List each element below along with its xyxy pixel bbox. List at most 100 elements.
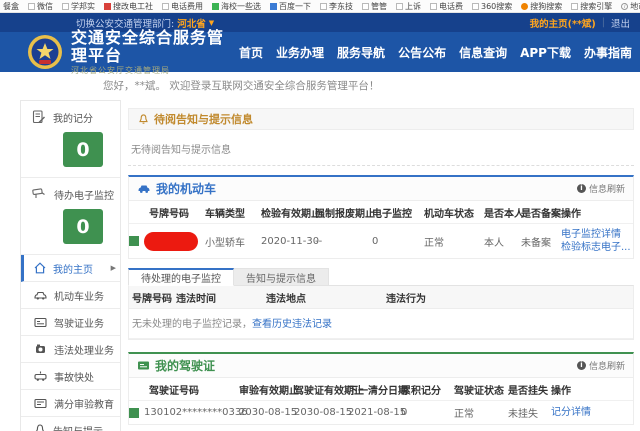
nav-item-announcements[interactable]: 公告公布: [398, 45, 447, 60]
vehicle-violations-table: 号牌号码 违法时间 违法地点 违法行为 无未处理的电子监控记录，查看历史违法记录: [128, 285, 634, 340]
bookmark-item[interactable]: 搜狗搜索: [521, 1, 562, 12]
col-actions: 操作: [561, 209, 581, 220]
col-is-owner: 是否本人: [484, 209, 524, 220]
tab-notices-info[interactable]: 告知与提示信息: [234, 268, 329, 286]
license-info-refresh-button[interactable]: i 信息刷新: [576, 359, 625, 372]
sidebar-item-label: 满分审验教育: [54, 399, 114, 411]
nav-item-service-guide[interactable]: 服务导航: [337, 45, 386, 60]
sidebar-item-vehicle-services[interactable]: 机动车业务: [21, 282, 120, 309]
sidebar-item-accident-quick-handle[interactable]: 事故快处: [21, 363, 120, 390]
bookmark-item[interactable]: 微信: [28, 1, 53, 12]
blue-site-icon: [270, 2, 277, 10]
chevron-down-icon[interactable]: ▼: [208, 18, 215, 27]
e-monitor-cell: 0: [372, 235, 379, 247]
refresh-label: 信息刷新: [588, 362, 625, 372]
col-license-number: 驾驶证号码: [149, 386, 199, 397]
col-e-monitor: 电子监控: [372, 209, 412, 220]
sidebar-item-notices[interactable]: 告知与提示: [21, 417, 120, 431]
col-next-clear-date: 下一清分日期: [348, 386, 408, 397]
sidebar-item-violation-handling[interactable]: 违法处理业务: [21, 336, 120, 363]
inspection-mark-link[interactable]: 检验标志电子...: [561, 242, 631, 253]
inspection-expiry-cell: 2020-11-30: [261, 235, 320, 247]
sidebar-item-my-homepage[interactable]: 我的主页 ▶: [21, 255, 120, 282]
points-cell: 0: [401, 407, 408, 418]
bookmark-item[interactable]: 360搜索: [472, 1, 512, 12]
bookmark-item[interactable]: 搜索引擎: [571, 1, 612, 12]
red-site-icon: [104, 2, 111, 10]
nav-item-info-query[interactable]: 信息查询: [459, 45, 508, 60]
sidebar-item-label: 事故快处: [54, 372, 94, 384]
info-site-icon: i: [621, 2, 629, 10]
pending-monitor-label: 待办电子监控: [54, 191, 114, 202]
bookmark-label: 微信: [37, 1, 53, 11]
bookmark-label: 学邦实: [71, 1, 95, 11]
col-actions: 操作: [551, 386, 571, 397]
my-license-panel: 我的驾驶证 i 信息刷新 驾驶证号码 审验有效期止 驾驶证有效期止 下一清分日: [128, 352, 634, 425]
score-document-icon: [32, 110, 45, 124]
audit-expiry-cell: 2030-08-15: [239, 407, 298, 418]
col-violation-place: 违法地点: [263, 286, 383, 309]
site-title: 交通安全综合服务管理平台: [71, 27, 225, 65]
bookmark-label: 地市市农: [630, 1, 640, 11]
sidebar-item-label: 我的主页: [53, 264, 93, 276]
bookmark-item[interactable]: 电话费: [430, 1, 463, 12]
pending-monitor-value-badge: 0: [63, 209, 103, 244]
surveillance-camera-icon: [32, 188, 45, 198]
scrap-expiry-cell: --: [315, 235, 323, 247]
redacted-plate-number: [144, 231, 198, 251]
vehicle-info-refresh-button[interactable]: i 信息刷新: [576, 182, 625, 195]
bookmark-label: 百度一下: [279, 1, 311, 11]
region-selector[interactable]: 河北省: [177, 18, 206, 30]
col-violation-behavior: 违法行为: [383, 286, 633, 309]
nav-item-home[interactable]: 首页: [239, 45, 264, 60]
nav-item-handling-guide[interactable]: 办事指南: [583, 45, 632, 60]
my-homepage-link[interactable]: 我的主页(**斌): [529, 18, 596, 30]
switch-department-label: 切换公安交通管理部门:: [76, 18, 175, 30]
vehicle-status-cell: 正常: [424, 237, 444, 249]
score-widget-label: 我的记分: [53, 114, 93, 125]
nav-item-app-download[interactable]: APP下载: [520, 45, 571, 60]
col-license-status: 驾驶证状态: [454, 386, 504, 397]
logout-link[interactable]: 退出: [610, 18, 630, 30]
bookmark-item[interactable]: 学邦实: [62, 1, 95, 12]
sidebar-item-full-score-education[interactable]: 满分审验教育: [21, 390, 120, 417]
house-icon: [34, 262, 46, 274]
bookmark-item[interactable]: 李东技: [320, 1, 353, 12]
points-detail-link[interactable]: 记分详情: [551, 407, 591, 418]
history-violations-link[interactable]: 查看历史违法记录: [252, 319, 332, 330]
sidebar-item-label: 告知与提示: [53, 423, 103, 431]
col-plate-number: 号牌号码: [129, 286, 173, 309]
bookmark-item[interactable]: 搜改电工社: [104, 1, 153, 12]
bookmark-label: 电话费用: [171, 1, 203, 11]
bookmark-item[interactable]: 百度一下: [270, 1, 311, 12]
score-value-badge: 0: [63, 132, 103, 167]
info-icon: i: [576, 361, 586, 370]
col-inspection-expiry: 检验有效期止: [261, 209, 321, 220]
id-card-icon: [34, 317, 47, 327]
license-number-cell: 130102********0336: [144, 407, 248, 418]
license-table: 驾驶证号码 审验有效期止 驾驶证有效期止 下一清分日期 累积记分 驾驶证状态 是…: [129, 378, 633, 424]
e-monitor-detail-link[interactable]: 电子监控详情: [561, 229, 621, 240]
id-card-icon: [138, 361, 149, 370]
nav-item-business[interactable]: 业务办理: [276, 45, 325, 60]
sidebar-item-license-services[interactable]: 驾驶证业务: [21, 309, 120, 336]
vehicle-row: 小型轿车 2020-11-30 -- 0 正常 本人 未备案 电子监控详情 检验…: [129, 224, 633, 259]
tab-pending-e-monitor[interactable]: 待处理的电子监控: [128, 268, 234, 286]
car-icon: [138, 185, 150, 193]
page-icon: [162, 2, 169, 10]
col-violation-time: 违法时间: [173, 286, 263, 309]
welcome-message: 您好，**斌。 欢迎登录互联网交通安全综合服务管理平台！: [0, 72, 640, 100]
bookmark-item[interactable]: 上诉: [396, 1, 421, 12]
bookmark-item[interactable]: 海校一些选: [212, 1, 261, 12]
col-plate-number: 号牌号码: [149, 209, 189, 220]
pending-monitor-widget: 待办电子监控 0: [21, 178, 120, 255]
pending-notices-empty-text: 无待阅告知与提示信息: [128, 130, 634, 166]
score-widget: 我的记分 0: [21, 101, 120, 178]
bookmark-item[interactable]: 管管: [362, 1, 387, 12]
bookmark-item[interactable]: i地市市农: [621, 1, 640, 12]
bookmark-item[interactable]: 餐盒: [3, 1, 19, 12]
bookmark-label: 搜索引擎: [580, 1, 613, 11]
status-green-square: [129, 236, 139, 246]
bookmark-item[interactable]: 电话费用: [162, 1, 203, 12]
bookmark-label: 海校一些选: [221, 1, 261, 11]
